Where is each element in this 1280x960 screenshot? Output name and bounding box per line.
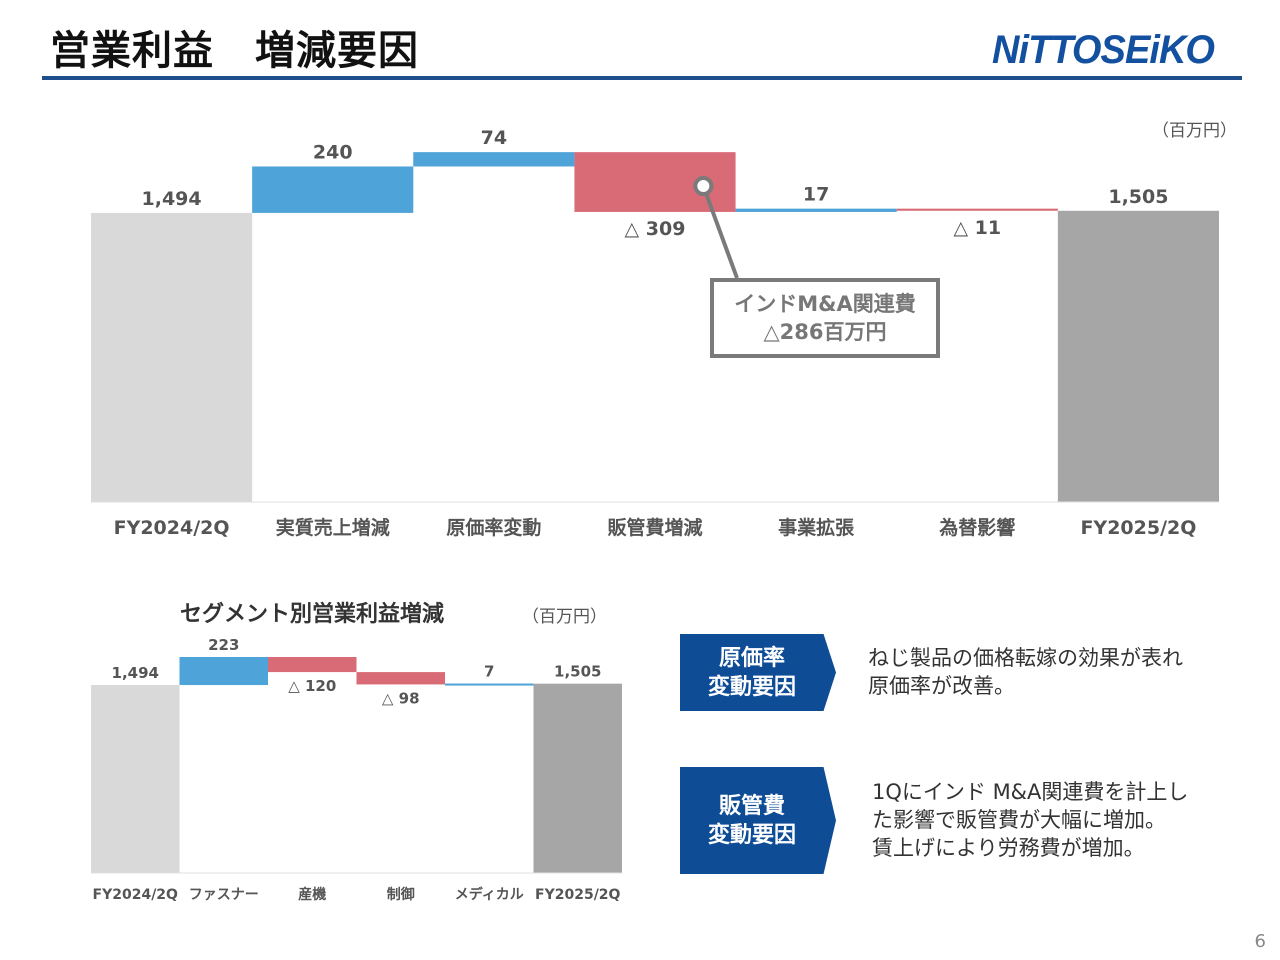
category-label: メディカル: [455, 886, 524, 903]
value-label: 74: [481, 127, 507, 149]
value-label: △ 11: [953, 217, 1001, 239]
company-logo: NiTTOSEiKO: [992, 28, 1215, 72]
value-label: 1,505: [554, 663, 601, 681]
segment-chart-unit: （百万円）: [522, 607, 607, 627]
page-title: 営業利益 増減要因: [50, 28, 419, 74]
category-label: FY2025/2Q: [1080, 517, 1196, 539]
cost-ratio-factor-tag: 原価率 変動要因: [680, 634, 836, 711]
desc-line: 1Qにインド M&A関連費を計上し: [872, 780, 1189, 804]
operating-profit-waterfall-chart: 1,494 FY2024/2Q 240 実質売上増減 74 原価率変動 △ 309 販管費増減…: [91, 127, 1219, 539]
value-label: △ 120: [288, 677, 336, 695]
value-label: △ 309: [625, 218, 686, 240]
tag-line: 原価率: [718, 645, 785, 671]
main-chart-unit: （百万円）: [1152, 121, 1237, 141]
desc-line: た影響で販管費が大幅に増加。: [872, 808, 1166, 832]
waterfall-bar: [91, 685, 180, 873]
tag-line: 変動要因: [707, 674, 796, 700]
category-label: FY2024/2Q: [93, 887, 179, 903]
waterfall-bar: [735, 208, 897, 212]
category-label: ファスナー: [189, 887, 259, 903]
category-label: 販管費増減: [607, 516, 702, 539]
value-label: △ 98: [382, 689, 420, 707]
desc-line: 賃上げにより労務費が増加。: [872, 836, 1145, 860]
waterfall-bar: [413, 152, 575, 167]
value-label: 1,505: [1108, 186, 1168, 208]
tag-line: 販管費: [718, 793, 785, 819]
page-number: 6: [1254, 931, 1266, 952]
value-label: 1,494: [112, 664, 159, 682]
waterfall-bar: [179, 657, 268, 686]
value-label: 223: [208, 636, 239, 654]
waterfall-bar: [1057, 210, 1219, 502]
waterfall-bar: [252, 166, 414, 213]
segment-waterfall-chart: 1,494 FY2024/2Q 223 ファスナー △ 120 産機 △ 98 制御 7 メディカ…: [91, 636, 622, 903]
category-label: 為替影響: [939, 516, 1015, 539]
waterfall-bar: [268, 657, 357, 673]
category-label: FY2025/2Q: [535, 887, 621, 903]
callout-line-1: インドM&A関連費: [734, 292, 916, 316]
category-label: 事業拡張: [778, 516, 855, 539]
waterfall-bar: [533, 683, 622, 873]
value-label: 1,494: [142, 188, 202, 210]
sga-factor-tag: 販管費 変動要因: [680, 767, 836, 874]
callout-line-2: △286百万円: [763, 320, 887, 344]
value-label: 17: [803, 184, 829, 206]
waterfall-bar: [356, 672, 445, 685]
sga-factor-text: 1Qにインド M&A関連費を計上し た影響で販管費が大幅に増加。 賃上げにより労…: [872, 778, 1188, 862]
callout-connector: [701, 185, 739, 279]
category-label: 実質売上増減: [276, 516, 390, 539]
category-label: 制御: [387, 886, 415, 903]
waterfall-bar: [91, 212, 253, 502]
category-label: 産機: [298, 886, 326, 903]
desc-line: 原価率が改善。: [868, 674, 1015, 698]
title-divider: [42, 76, 1242, 80]
category-label: 原価率変動: [446, 516, 541, 539]
cost-ratio-factor-text: ねじ製品の価格転嫁の効果が表れ 原価率が改善。: [868, 644, 1183, 700]
value-label: 7: [484, 663, 494, 681]
category-label: FY2024/2Q: [114, 517, 230, 539]
value-label: 240: [313, 141, 353, 163]
callout-anchor-dot: [693, 176, 714, 196]
waterfall-bar: [445, 683, 534, 686]
segment-chart-title: セグメント別営業利益増減: [180, 602, 445, 627]
tag-line: 変動要因: [707, 822, 796, 848]
desc-line: ねじ製品の価格転嫁の効果が表れ: [868, 646, 1183, 670]
waterfall-bar: [896, 208, 1058, 211]
india-ma-callout: インドM&A関連費 △286百万円: [710, 278, 940, 358]
